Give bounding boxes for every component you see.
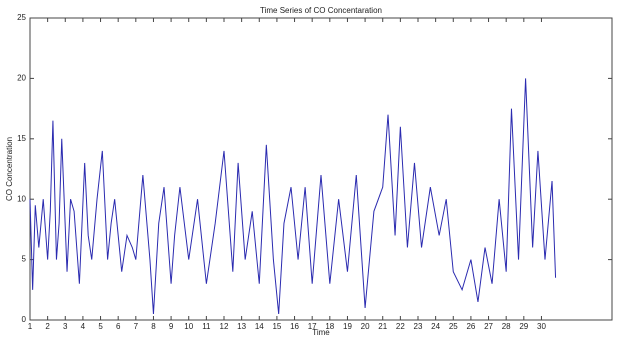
x-tick-label: 8 bbox=[151, 322, 156, 331]
y-tick-label: 20 bbox=[17, 74, 26, 83]
y-tick-label: 10 bbox=[17, 194, 26, 203]
x-tick-label: 22 bbox=[396, 322, 405, 331]
y-tick-label: 15 bbox=[17, 134, 26, 143]
x-tick-label: 18 bbox=[325, 322, 334, 331]
x-axis-label: Time bbox=[312, 328, 330, 337]
chart-title: Time Series of CO Concentaration bbox=[260, 6, 382, 15]
x-tick-label: 29 bbox=[519, 322, 528, 331]
x-tick-label: 16 bbox=[290, 322, 299, 331]
x-tick-label: 15 bbox=[272, 322, 281, 331]
x-tick-label: 17 bbox=[308, 322, 317, 331]
x-tick-label: 28 bbox=[502, 322, 511, 331]
x-tick-label: 11 bbox=[202, 322, 211, 331]
y-tick-label: 0 bbox=[22, 315, 27, 324]
x-tick-label: 9 bbox=[169, 322, 174, 331]
x-tick-label: 1 bbox=[28, 322, 33, 331]
x-tick-label: 4 bbox=[81, 322, 86, 331]
x-tick-label: 6 bbox=[116, 322, 121, 331]
y-axis-label: CO Concentration bbox=[5, 137, 14, 201]
plot-area bbox=[29, 17, 613, 321]
x-tick-label: 12 bbox=[220, 322, 229, 331]
x-tick-label: 26 bbox=[466, 322, 475, 331]
x-tick-label: 14 bbox=[255, 322, 264, 331]
x-tick-label: 2 bbox=[45, 322, 50, 331]
x-tick-label: 27 bbox=[484, 322, 493, 331]
x-tick-label: 19 bbox=[343, 322, 352, 331]
x-tick-label: 7 bbox=[134, 322, 139, 331]
y-tick-label: 5 bbox=[22, 255, 27, 264]
x-tick-label: 23 bbox=[414, 322, 423, 331]
x-tick-label: 13 bbox=[237, 322, 246, 331]
x-tick-label: 25 bbox=[449, 322, 458, 331]
y-tick-label: 25 bbox=[17, 13, 26, 22]
x-tick-label: 5 bbox=[98, 322, 103, 331]
x-tick-label: 3 bbox=[63, 322, 68, 331]
x-tick-label: 24 bbox=[431, 322, 440, 331]
x-tick-label: 20 bbox=[361, 322, 370, 331]
x-tick-label: 10 bbox=[184, 322, 193, 331]
x-tick-label: 30 bbox=[537, 322, 546, 331]
line bbox=[29, 78, 557, 315]
x-tick-label: 21 bbox=[378, 322, 387, 331]
